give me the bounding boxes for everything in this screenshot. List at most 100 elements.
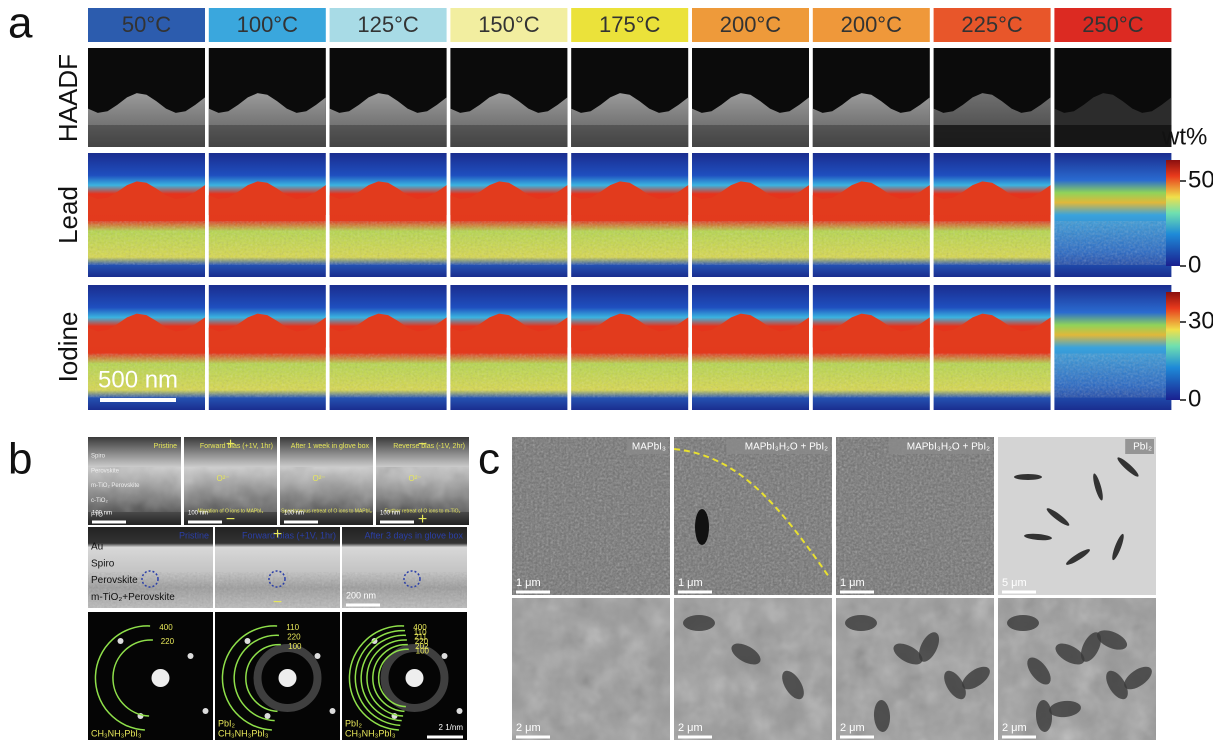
row-label: Lead — [53, 186, 83, 244]
image-title: Forward bias (+1V, 1hr) — [242, 530, 336, 540]
colorbar-tick-label: 50 — [1188, 166, 1213, 193]
temperature-label: 225°C — [961, 12, 1023, 37]
polarity: − — [273, 594, 282, 611]
ion-label: O²⁻ — [409, 474, 422, 483]
tem-texture — [184, 467, 277, 512]
diffraction-spot — [265, 713, 271, 719]
sem-texture — [512, 437, 670, 595]
figure: a50°C100°C125°C150°C175°C200°C200°C225°C… — [0, 0, 1213, 740]
scale-bar-label: 100 nm — [380, 511, 400, 517]
image-title: PbI₂ — [1133, 442, 1152, 453]
panel-label: a — [8, 0, 33, 48]
scale-bar-label: 100 nm — [92, 511, 112, 517]
phase-label: CH₃NH₃PbI₃ — [218, 728, 269, 738]
panel-label: c — [478, 435, 500, 484]
layer-label: Perovskite — [91, 575, 138, 586]
image-title: After 1 week in glove box — [291, 443, 370, 450]
temperature-label: 100°C — [237, 12, 299, 37]
ion-label: O²⁻ — [217, 474, 230, 483]
sem-texture — [836, 437, 994, 595]
image-title: Reverse bias (-1V, 2hr) — [393, 443, 465, 450]
layer-label: c-TiO₂ — [91, 498, 108, 504]
dark-domain — [1007, 615, 1039, 631]
diffraction-spot — [457, 708, 463, 714]
ring-label: 220 — [161, 637, 175, 646]
diffraction-spot — [315, 653, 321, 659]
phase-label: CH₃NH₃PbI₃ — [345, 728, 396, 738]
layer-label: m-TiO₂+Perovskite — [91, 592, 175, 603]
colorbar-tick-label: 0 — [1188, 385, 1201, 412]
scale-bar-label: 2 μm — [678, 722, 703, 734]
ring-label: 100 — [288, 642, 302, 651]
haadf-base — [450, 125, 567, 147]
sem-image — [998, 437, 1156, 595]
map-speckle — [450, 354, 567, 398]
scale-bar-label: 200 nm — [346, 590, 376, 600]
image-title: MAPbI₃H₂O + PbI₂ — [907, 442, 990, 453]
temperature-label: 175°C — [599, 12, 661, 37]
tem-texture — [280, 467, 373, 512]
map-speckle — [813, 221, 930, 264]
grain — [695, 509, 709, 545]
haadf-base — [209, 125, 326, 147]
haadf-base — [1054, 125, 1171, 147]
temperature-label: 50°C — [122, 12, 171, 37]
dark-domain — [845, 615, 877, 631]
diffraction-center — [406, 669, 424, 687]
polarity: − — [418, 436, 427, 453]
map-speckle — [692, 221, 809, 264]
map-speckle — [1054, 354, 1171, 398]
image-title: MAPbI₃ — [632, 442, 666, 453]
colorbar-tick-label: 0 — [1188, 251, 1201, 278]
haadf-base — [571, 125, 688, 147]
layer-label: m-TiO₂ Perovskite — [91, 483, 140, 489]
temperature-label: 200°C — [720, 12, 782, 37]
sem-texture — [512, 598, 670, 740]
map-speckle — [209, 221, 326, 264]
diffraction-spot — [118, 638, 124, 644]
map-speckle — [571, 354, 688, 398]
map-speckle — [209, 354, 326, 398]
map-speckle — [450, 221, 567, 264]
diffraction-spot — [188, 653, 194, 659]
diffraction-spot — [245, 638, 251, 644]
ring-label: 110 — [286, 623, 299, 632]
temperature-label: 125°C — [357, 12, 419, 37]
page: a50°C100°C125°C150°C175°C200°C200°C225°C… — [0, 0, 1213, 740]
map-speckle — [571, 221, 688, 264]
image-title: After 3 days in glove box — [364, 530, 463, 540]
temperature-label: 200°C — [841, 12, 903, 37]
scale-bar-label: 1 μm — [678, 577, 703, 589]
colorbar — [1166, 160, 1180, 266]
layer-label: Perovskite — [91, 468, 120, 474]
polarity: + — [226, 436, 235, 453]
scale-bar-label: 100 nm — [188, 511, 208, 517]
diffraction-center — [279, 669, 297, 687]
layer-label: Spiro — [91, 558, 115, 569]
diffraction-spot — [203, 708, 209, 714]
scale-bar-label: 2 1/nm — [439, 723, 464, 732]
phase-label: PbI₂ — [218, 718, 236, 728]
scale-bar-label: 1 μm — [840, 577, 865, 589]
ring-label: 100 — [416, 646, 430, 655]
diffraction-center — [152, 669, 170, 687]
colorbar-unit: wt% — [1161, 123, 1207, 150]
row-label: HAADF — [53, 54, 83, 142]
map-speckle — [1054, 221, 1171, 264]
haadf-base — [813, 125, 930, 147]
scale-bar-label: 2 μm — [1002, 722, 1027, 734]
tem-texture — [376, 467, 469, 512]
diffraction-image — [88, 612, 213, 740]
scale-bar-label: 100 nm — [284, 511, 304, 517]
image-title: Forward bias (+1V, 1hr) — [200, 443, 273, 450]
diffraction-spot — [442, 653, 448, 659]
scale-bar-label: 500 nm — [98, 366, 178, 393]
phase-label: PbI₂ — [345, 718, 363, 728]
haadf-base — [88, 125, 205, 147]
panel-label: b — [8, 435, 32, 484]
map-speckle — [88, 221, 205, 264]
scale-bar-label: 2 μm — [516, 722, 541, 734]
image-title: Pristine — [179, 530, 209, 540]
layer-label: Au — [91, 542, 103, 553]
haadf-base — [934, 125, 1051, 147]
